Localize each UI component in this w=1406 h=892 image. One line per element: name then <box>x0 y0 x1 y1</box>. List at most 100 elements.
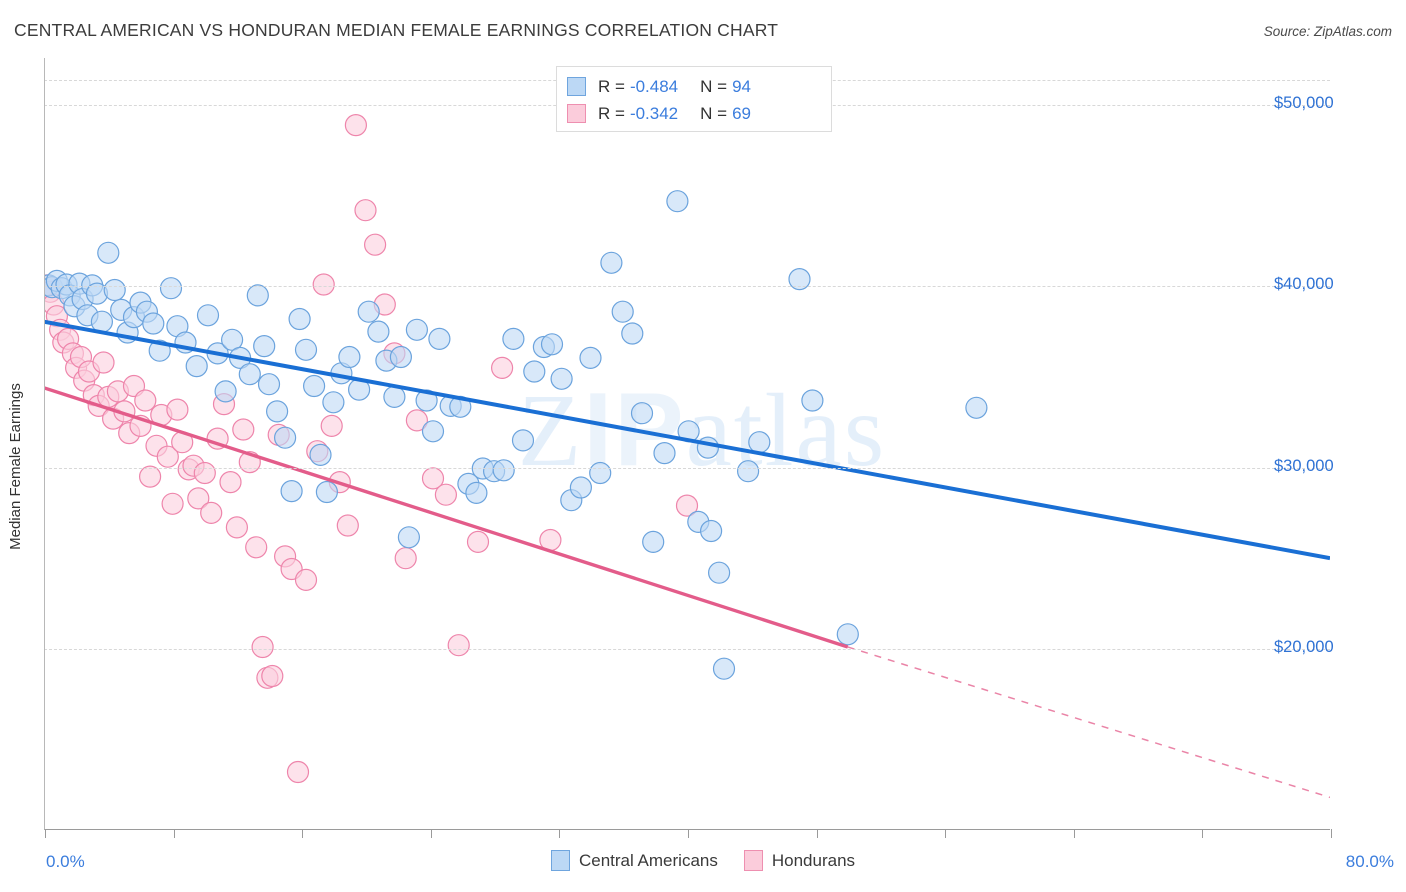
y-tick-label: $40,000 <box>1274 275 1334 294</box>
x-tick <box>688 829 689 838</box>
scatter-point <box>465 481 488 504</box>
scatter-point <box>600 251 623 274</box>
scatter-point <box>511 429 535 452</box>
scatter-point <box>166 398 189 421</box>
n-label-2: N = <box>700 103 728 123</box>
scatter-point <box>666 190 689 213</box>
x-tick <box>45 829 46 838</box>
x-tick <box>302 829 304 838</box>
scatter-point <box>320 414 343 437</box>
series-legend: Central Americans Hondurans <box>0 850 1406 871</box>
scatter-point <box>354 199 377 222</box>
legend-swatch-hondurans <box>743 850 763 871</box>
gridline-y <box>44 467 1330 469</box>
scatter-point <box>253 335 276 358</box>
scatter-point <box>336 514 359 537</box>
source-attribution: Source: ZipAtlas.com <box>1263 24 1392 39</box>
scatter-point <box>621 322 644 345</box>
scatter-point <box>185 355 208 378</box>
scatter-point <box>712 657 736 680</box>
scatter-point <box>288 307 311 331</box>
scatter-point <box>696 436 720 459</box>
stats-swatch-hondurans <box>567 104 586 123</box>
legend-swatch-central-americans <box>550 850 570 871</box>
legend-item-central-americans[interactable]: Central Americans <box>550 850 718 871</box>
scatter-point <box>142 312 165 335</box>
scatter-point <box>405 409 428 432</box>
scatter-point <box>261 664 284 688</box>
legend-label-hondurans: Hondurans <box>771 850 856 870</box>
scatter-point <box>836 623 859 646</box>
scatter-point <box>92 351 115 374</box>
scatter-point <box>434 483 457 506</box>
scatter-point <box>251 635 274 659</box>
gridline-y <box>44 286 1330 288</box>
scatter-point <box>421 420 445 443</box>
r-value-1: -0.484 <box>629 76 679 96</box>
x-tick <box>559 829 561 838</box>
r-value-2: -0.342 <box>629 103 679 123</box>
stats-row-hondurans: R = -0.342 N = 69 <box>567 100 821 127</box>
scatter-point <box>214 380 237 403</box>
scatter-point <box>159 277 183 300</box>
trendline-extension-hondurans <box>847 646 1330 799</box>
scatter-point <box>550 367 573 390</box>
scatter-point <box>187 487 210 510</box>
scatter-point <box>344 113 367 137</box>
y-axis-title: Median Female Earnings <box>0 0 30 892</box>
stats-row-central-americans: R = -0.484 N = 94 <box>567 73 821 100</box>
scatter-svg <box>44 106 1330 799</box>
x-tick <box>945 829 947 838</box>
scatter-point <box>675 494 699 517</box>
scatter-point <box>367 320 390 343</box>
scatter-point <box>280 480 303 503</box>
trendline-central-americans <box>44 319 1330 561</box>
scatter-point <box>748 431 771 454</box>
scatter-point <box>219 471 242 494</box>
x-tick <box>816 829 818 838</box>
scatter-point <box>303 374 326 398</box>
scatter-point <box>138 465 162 488</box>
legend-item-hondurans[interactable]: Hondurans <box>743 850 856 871</box>
scatter-point <box>97 241 120 264</box>
scatter-point <box>397 526 420 549</box>
scatter-point <box>193 461 216 485</box>
scatter-point <box>322 391 345 414</box>
scatter-point <box>156 445 179 468</box>
plot-area: ZIPatlas <box>44 58 1330 830</box>
legend-label-central-americans: Central Americans <box>578 850 718 870</box>
scatter-point <box>238 363 261 386</box>
scatter-point <box>266 400 289 423</box>
scatter-point <box>294 338 318 361</box>
scatter-point <box>383 385 406 408</box>
scatter-point <box>579 346 602 369</box>
x-tick <box>173 829 175 838</box>
stats-swatch-central-americans <box>567 77 586 96</box>
scatter-point <box>801 389 824 412</box>
scatter-point <box>523 360 546 383</box>
scatter-point <box>630 402 654 425</box>
scatter-point <box>312 273 335 296</box>
gridline-y <box>44 648 1330 650</box>
correlation-stats-box: R = -0.484 N = 94 R = -0.342 N = 69 <box>556 66 832 132</box>
scatter-point <box>589 461 612 485</box>
scatter-point <box>415 389 438 412</box>
scatter-point <box>389 345 412 369</box>
scatter-point <box>134 389 157 412</box>
scatter-point <box>491 356 514 379</box>
r-label-1: R = <box>598 76 625 96</box>
scatter-point <box>492 459 515 482</box>
scatter-point <box>502 327 525 350</box>
scatter-point <box>699 519 723 543</box>
scatter-point <box>428 327 451 350</box>
scatter-point <box>736 460 760 483</box>
scatter-point <box>611 300 634 323</box>
r-label-2: R = <box>598 103 625 123</box>
page-title: CENTRAL AMERICAN VS HONDURAN MEDIAN FEMA… <box>14 20 779 40</box>
scatter-point <box>653 442 676 465</box>
scatter-point <box>394 547 417 570</box>
scatter-point <box>707 561 731 584</box>
scatter-point <box>257 373 281 396</box>
scatter-point <box>200 501 223 524</box>
